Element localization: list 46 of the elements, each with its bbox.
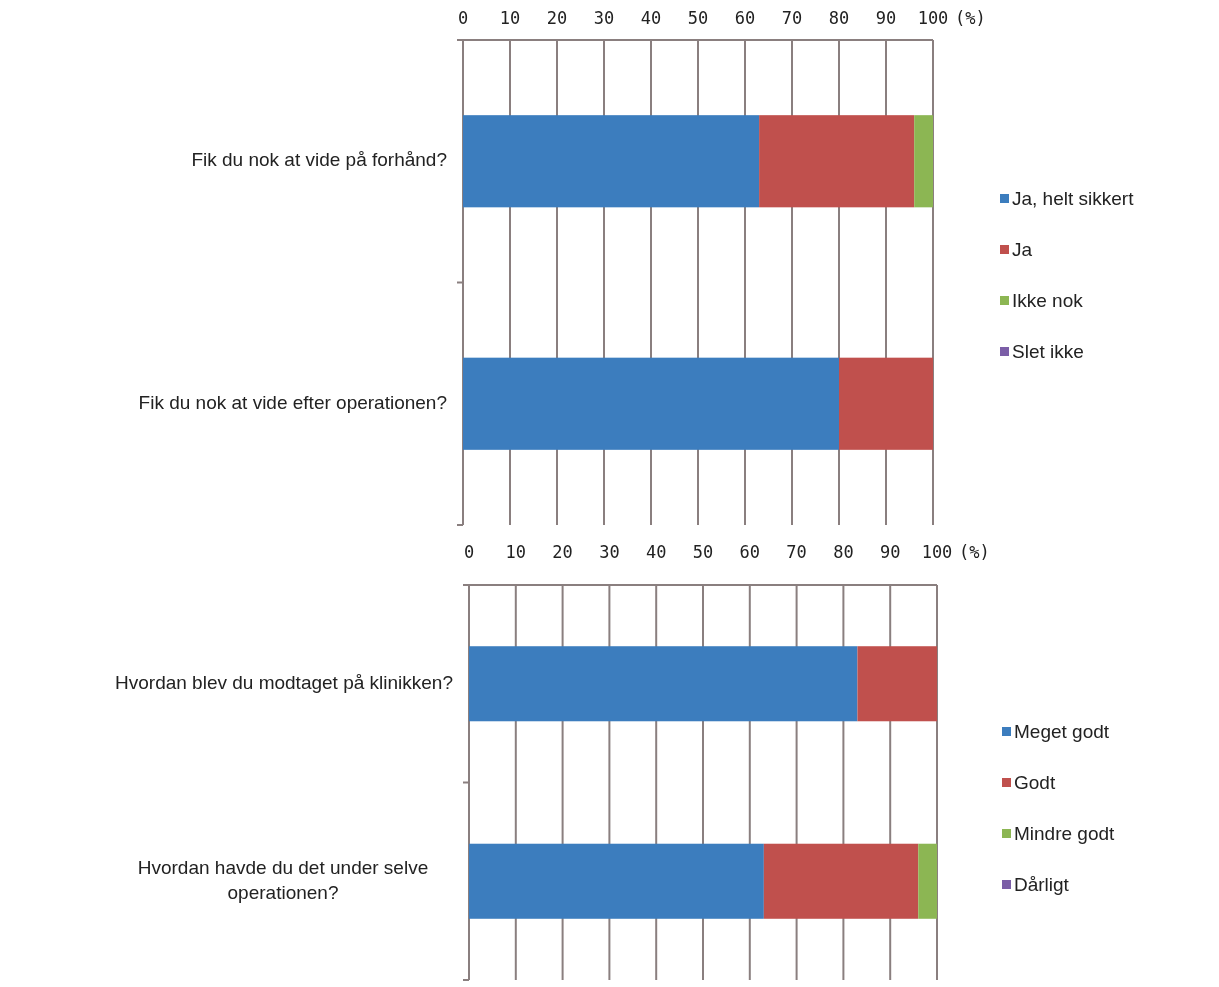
legend-label: Slet ikke <box>1012 341 1084 363</box>
x-tick-label: 80 <box>828 8 850 28</box>
bar <box>857 646 937 722</box>
legend-label: Dårligt <box>1014 874 1070 896</box>
legend-label: Ja <box>1012 239 1033 261</box>
y-tick-label: Fik du nok at vide efter operationen? <box>138 391 447 413</box>
y-tick-label: Hvordan blev du modtaget på klinikken? <box>115 671 453 693</box>
x-tick-label: 70 <box>781 8 803 28</box>
x-tick-label: 90 <box>879 542 901 562</box>
x-tick-label: 20 <box>546 8 568 28</box>
x-axis-title: (%) <box>959 542 990 562</box>
legend-label: Meget godt <box>1014 721 1110 743</box>
x-tick-label: 90 <box>875 8 897 28</box>
y-tick-label: Hvordan havde du det under selve operationen? <box>137 857 429 904</box>
x-axis-title: (%) <box>955 8 986 28</box>
bar <box>463 357 839 450</box>
x-tick-label: 50 <box>687 8 709 28</box>
x-tick-label: 60 <box>739 542 761 562</box>
x-tick-label: 70 <box>786 542 807 562</box>
bar <box>469 646 858 722</box>
legend-label: Ja, helt sikkert <box>1012 188 1135 210</box>
legend-label: Godt <box>1014 772 1056 794</box>
bar <box>463 115 760 208</box>
bar <box>839 357 933 450</box>
bar <box>759 115 915 208</box>
legend-label: Ikke nok <box>1012 290 1084 312</box>
bar <box>918 843 937 919</box>
x-tick-label: 0 <box>457 8 469 28</box>
x-tick-label: 10 <box>505 542 527 562</box>
bar <box>469 843 764 919</box>
y-tick-label: Fik du nok at vide på forhånd? <box>191 149 447 171</box>
bar <box>763 843 919 919</box>
x-tick-label: 60 <box>734 8 756 28</box>
x-tick-label: 80 <box>833 542 854 562</box>
x-tick-label: 30 <box>593 8 615 28</box>
x-tick-label: 30 <box>599 542 620 562</box>
x-tick-label: 10 <box>499 8 521 28</box>
bar <box>914 115 933 208</box>
x-tick-label: 100 <box>921 542 953 562</box>
x-tick-label: 40 <box>640 8 662 28</box>
x-tick-label: 40 <box>645 542 667 562</box>
x-tick-label: 50 <box>692 542 714 562</box>
x-tick-label: 20 <box>552 542 573 562</box>
x-tick-label: 0 <box>463 542 475 562</box>
legend-label: Mindre godt <box>1014 823 1116 845</box>
x-tick-label: 100 <box>917 8 949 28</box>
